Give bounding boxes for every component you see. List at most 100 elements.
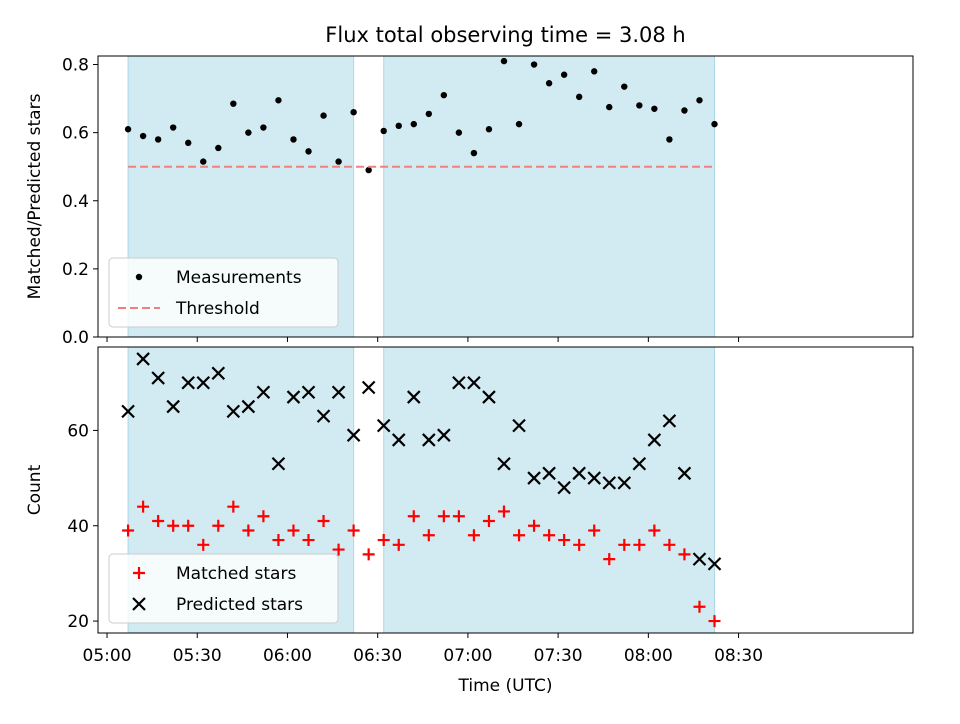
legend-box [108, 257, 339, 328]
measurement-point [275, 97, 282, 104]
predicted-star-point [467, 375, 481, 390]
x-tick-label: 06:00 [263, 646, 312, 666]
matched-star-point [167, 519, 180, 532]
predicted-star-point [256, 385, 271, 400]
predicted-star-point [647, 433, 662, 447]
matched-star-point [467, 529, 480, 542]
measurement-point [591, 68, 598, 75]
measurement-point [154, 136, 162, 143]
predicted-star-point [662, 414, 677, 428]
shaded-interval-2 [383, 55, 716, 338]
x-tick-label: 06:30 [353, 646, 402, 666]
legend-label: Threshold [175, 299, 260, 319]
matched-star-point [633, 538, 646, 551]
predicted-star-point [166, 399, 180, 414]
matched-star-point [137, 500, 150, 513]
measurement-point [606, 103, 613, 111]
measurement-point [681, 107, 688, 114]
measurement-point [260, 124, 267, 131]
predicted-star-point [572, 466, 586, 481]
matched-star-point [302, 534, 315, 547]
predicted-star-point [557, 480, 571, 495]
predicted-star-point [151, 371, 165, 385]
predicted-star-point [632, 457, 647, 471]
measurement-point [290, 136, 297, 143]
matched-star-point [437, 510, 450, 523]
measurement-point [485, 126, 493, 133]
y-tick-label: 60 [67, 421, 89, 441]
measurement-point [139, 132, 147, 140]
measurement-point [545, 80, 553, 87]
measurement-point [245, 129, 252, 136]
predicted-star-point [497, 457, 511, 471]
measurement-point [169, 124, 177, 131]
legend-label: Predicted stars [176, 595, 303, 615]
measurement-point [200, 158, 207, 165]
measurement-point [215, 144, 222, 152]
measurement-point [335, 158, 342, 165]
predicted-star-point [587, 471, 601, 485]
predicted-star-point [617, 476, 632, 490]
matched-star-point [678, 548, 691, 561]
predicted-star-point [602, 476, 617, 490]
measurement-point [530, 61, 538, 68]
matched-star-point [362, 548, 375, 561]
y-axis-label: Count [25, 464, 45, 515]
matched-star-point [407, 510, 420, 523]
legend-marker [132, 597, 146, 611]
predicted-star-point [482, 390, 496, 404]
x-tick-label: 08:00 [624, 646, 673, 666]
measurement-point [621, 83, 628, 90]
measurement-point [320, 112, 327, 119]
matched-star-point [182, 519, 195, 532]
predicted-star-point [271, 457, 286, 471]
measurement-point [350, 109, 357, 116]
measurement-point [560, 71, 568, 78]
predicted-star-point [422, 433, 436, 447]
predicted-star-point [316, 409, 331, 423]
y-axis-label: Matched/Predicted stars [25, 93, 45, 299]
y-tick-label: 0.8 [62, 56, 89, 76]
predicted-star-point [136, 352, 150, 366]
measurement-point [230, 100, 237, 107]
predicted-star-point [512, 418, 526, 433]
legend-box [108, 553, 339, 624]
matched-star-point [287, 524, 300, 537]
x-tick-label: 05:30 [173, 646, 222, 666]
y-tick-label: 0.0 [62, 328, 89, 348]
x-axis-label: Time (UTC) [458, 676, 553, 696]
matched-star-point [347, 524, 360, 537]
measurement-point [380, 127, 387, 135]
axes-frame [97, 346, 914, 634]
chart-title: Flux total observing time = 3.08 h [325, 23, 685, 47]
predicted-star-point [406, 390, 421, 404]
matched-star-point [573, 538, 586, 551]
predicted-star-point [527, 471, 541, 485]
predicted-star-point [361, 380, 376, 395]
predicted-star-point [301, 385, 316, 400]
matched-star-point [242, 524, 255, 537]
predicted-star-point [346, 428, 361, 442]
predicted-star-point [211, 366, 226, 380]
matched-star-point [122, 524, 135, 537]
predicted-star-point [707, 557, 722, 571]
matched-star-point [482, 514, 495, 527]
predicted-star-point [331, 385, 346, 400]
x-tick-label: 05:00 [83, 646, 132, 666]
measurement-point [470, 149, 478, 157]
predicted-star-point [121, 404, 135, 419]
measurement-point [185, 139, 192, 147]
predicted-star-point [376, 418, 391, 433]
y-tick-label: 0.2 [62, 260, 89, 280]
y-tick-label: 0.4 [62, 192, 89, 212]
legend-marker [133, 567, 145, 579]
y-tick-label: 20 [67, 612, 89, 632]
measurement-point [711, 120, 718, 128]
matched-star-point [663, 538, 676, 551]
measurement-point [651, 105, 658, 112]
matched-star-point [558, 534, 571, 547]
predicted-star-point [226, 404, 241, 419]
matched-star-point [603, 553, 616, 566]
